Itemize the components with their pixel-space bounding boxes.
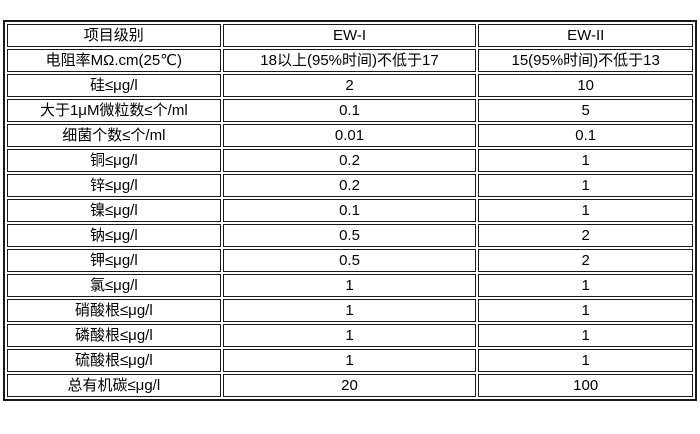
table-row: 硝酸根≤μg/l 1 1 — [7, 299, 693, 322]
ew1-value-cell: 0.2 — [222, 149, 477, 172]
ew1-value-cell: 18以上(95%时间)不低于17 — [222, 49, 477, 72]
ew2-value-cell: 1 — [478, 149, 693, 172]
table-row: 锌≤μg/l 0.2 1 — [7, 174, 693, 197]
table-row: 氯≤μg/l 1 1 — [7, 274, 693, 297]
table-row: 细菌个数≤个/ml 0.01 0.1 — [7, 124, 693, 147]
ew2-value-cell: 1 — [478, 349, 693, 372]
ew2-value-cell: 2 — [478, 224, 693, 247]
table-row: 铜≤μg/l 0.2 1 — [7, 149, 693, 172]
row-label-cell: 锌≤μg/l — [7, 174, 221, 197]
table-row: 镍≤μg/l 0.1 1 — [7, 199, 693, 222]
spec-table: 项目级别 EW-I EW-II 电阻率MΩ.cm(25℃) 18以上(95%时间)不低… — [3, 20, 697, 401]
table-body: 电阻率MΩ.cm(25℃) 18以上(95%时间)不低于17 15(95%时间)不低… — [7, 49, 693, 397]
ew1-value-cell: 0.2 — [222, 174, 477, 197]
ew2-value-cell: 0.1 — [478, 124, 693, 147]
table-row: 总有机碳≤μg/l 20 100 — [7, 374, 693, 397]
row-label-cell: 磷酸根≤μg/l — [7, 324, 221, 347]
row-label-cell: 硝酸根≤μg/l — [7, 299, 221, 322]
header-cell: EW-I — [222, 24, 477, 47]
ew1-value-cell: 0.1 — [222, 199, 477, 222]
ew1-value-cell: 1 — [222, 349, 477, 372]
header-cell: EW-II — [478, 24, 693, 47]
table-row: 大于1μM微粒数≤个/ml 0.1 5 — [7, 99, 693, 122]
row-label-cell: 钾≤μg/l — [7, 249, 221, 272]
ew1-value-cell: 20 — [222, 374, 477, 397]
row-label-cell: 细菌个数≤个/ml — [7, 124, 221, 147]
ew2-value-cell: 1 — [478, 174, 693, 197]
ew1-value-cell: 0.01 — [222, 124, 477, 147]
ew1-value-cell: 2 — [222, 74, 477, 97]
ew2-value-cell: 5 — [478, 99, 693, 122]
ew2-value-cell: 15(95%时间)不低于13 — [478, 49, 693, 72]
header-row: 项目级别 EW-I EW-II — [7, 24, 693, 47]
table-row: 硅≤μg/l 2 10 — [7, 74, 693, 97]
table-row: 钾≤μg/l 0.5 2 — [7, 249, 693, 272]
ew1-value-cell: 0.5 — [222, 224, 477, 247]
table-row: 硫酸根≤μg/l 1 1 — [7, 349, 693, 372]
ew1-value-cell: 0.5 — [222, 249, 477, 272]
ew2-value-cell: 2 — [478, 249, 693, 272]
row-label-cell: 钠≤μg/l — [7, 224, 221, 247]
ew1-value-cell: 0.1 — [222, 99, 477, 122]
row-label-cell: 硅≤μg/l — [7, 74, 221, 97]
row-label-cell: 氯≤μg/l — [7, 274, 221, 297]
ew2-value-cell: 1 — [478, 199, 693, 222]
table-row: 磷酸根≤μg/l 1 1 — [7, 324, 693, 347]
header-cell: 项目级别 — [7, 24, 221, 47]
ew2-value-cell: 1 — [478, 324, 693, 347]
table-row: 钠≤μg/l 0.5 2 — [7, 224, 693, 247]
row-label-cell: 总有机碳≤μg/l — [7, 374, 221, 397]
ew2-value-cell: 10 — [478, 74, 693, 97]
row-label-cell: 硫酸根≤μg/l — [7, 349, 221, 372]
table-row: 电阻率MΩ.cm(25℃) 18以上(95%时间)不低于17 15(95%时间)不低… — [7, 49, 693, 72]
row-label-cell: 大于1μM微粒数≤个/ml — [7, 99, 221, 122]
ew2-value-cell: 100 — [478, 374, 693, 397]
row-label-cell: 镍≤μg/l — [7, 199, 221, 222]
row-label-cell: 铜≤μg/l — [7, 149, 221, 172]
ew1-value-cell: 1 — [222, 274, 477, 297]
ew2-value-cell: 1 — [478, 274, 693, 297]
ew1-value-cell: 1 — [222, 299, 477, 322]
row-label-cell: 电阻率MΩ.cm(25℃) — [7, 49, 221, 72]
ew2-value-cell: 1 — [478, 299, 693, 322]
ew1-value-cell: 1 — [222, 324, 477, 347]
